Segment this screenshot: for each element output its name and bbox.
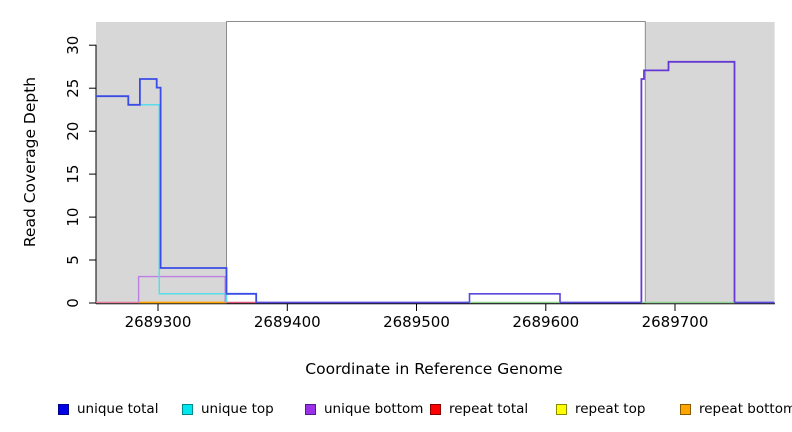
y-tick-label: 15 [64,165,82,184]
legend-item-unique-bottom: unique bottom [305,400,423,418]
legend-item-unique-top: unique top [182,400,274,418]
y-tick-label: 20 [64,122,82,141]
shaded-region-1 [645,22,775,303]
x-axis-title: Coordinate in Reference Genome [305,360,563,378]
trace-segment-8 [137,275,226,303]
legend-label: unique top [201,401,274,417]
x-tick-label: 2689400 [254,313,321,331]
legend-swatch-icon [58,403,69,415]
legend-label: unique bottom [324,401,424,417]
legend-swatch-icon [182,403,193,415]
y-tick-label: 30 [64,36,82,55]
y-tick-label: 0 [64,298,82,308]
legend-item-repeat-bottom: repeat bottom [680,400,792,418]
legend-label: unique total [77,401,159,417]
trace-segment-12 [640,60,736,303]
y-tick-label: 25 [64,79,82,98]
legend-item-unique-total: unique total [58,400,158,418]
legend-label: repeat bottom [699,401,792,417]
x-tick-label: 2689500 [383,313,450,331]
y-tick-label: 10 [64,208,82,227]
legend-item-repeat-top: repeat top [556,400,645,418]
legend-swatch-icon [305,403,316,415]
legend-swatch-icon [430,403,441,415]
chart-legend: unique total unique top unique bottom repea… [0,400,792,424]
trace-segment-11 [468,293,561,303]
x-tick-label: 2689600 [512,313,579,331]
legend-swatch-icon [556,403,567,415]
legend-swatch-icon [680,403,691,415]
legend-label: repeat top [575,401,646,417]
trace-segment-9 [128,104,228,303]
legend-item-repeat-total: repeat total [430,400,528,418]
legend-label: repeat total [449,401,529,417]
x-tick-label: 2689700 [642,313,709,331]
trace-segment-10 [96,78,258,303]
y-axis-title: Read Coverage Depth [21,76,39,248]
unique-window-rect [226,21,646,304]
x-tick-label: 2689300 [125,313,192,331]
y-tick-label: 5 [64,255,82,265]
